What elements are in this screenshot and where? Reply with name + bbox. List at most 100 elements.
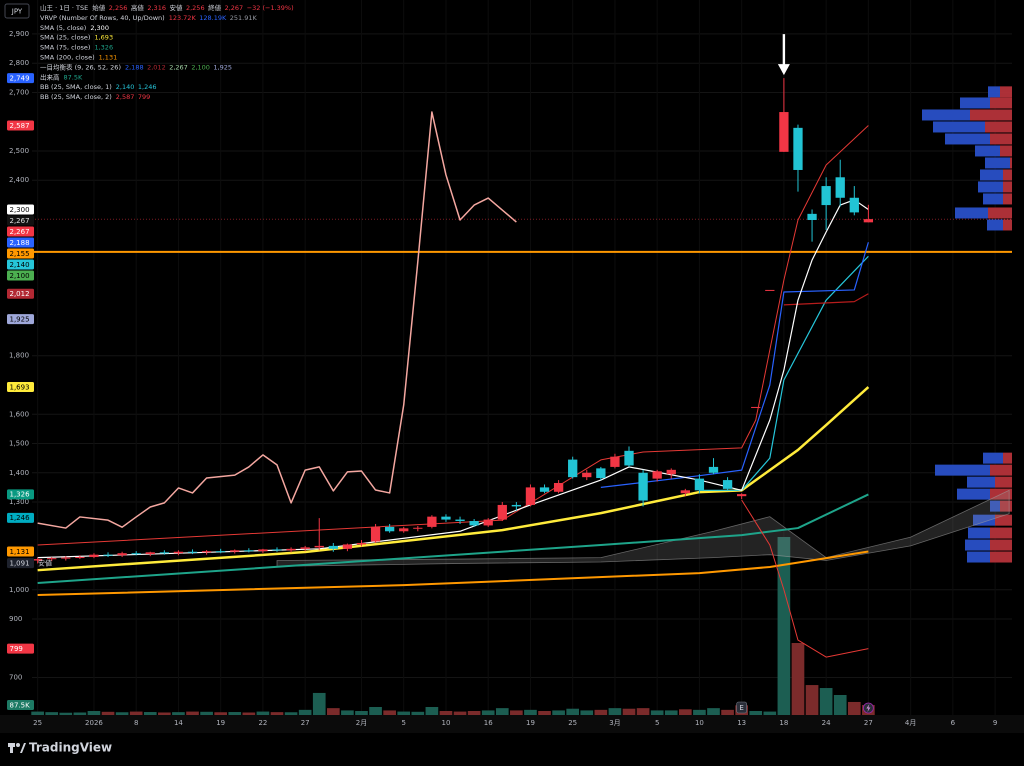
legend-title: BB (25, SMA, close, 1): [40, 83, 112, 91]
event-marker: [736, 701, 747, 714]
volume-bar: [693, 709, 706, 715]
candle-body: [216, 551, 226, 553]
currency-box[interactable]: [4, 3, 30, 19]
vrvp-down: [1003, 181, 1012, 193]
vrvp-down: [970, 109, 1012, 121]
vrvp-down: [990, 527, 1012, 539]
candle-body: [32, 559, 43, 561]
volume-bar: [73, 712, 87, 715]
volume-bar: [833, 695, 847, 715]
legend-title: 一目均衡表 (9, 26, 52, 26): [40, 62, 121, 71]
volume-bar: [481, 710, 495, 715]
y-tick-label: 1,000: [9, 586, 29, 594]
legend-value: 1,693: [94, 34, 113, 42]
candle-body: [61, 557, 71, 559]
x-axis-band: [0, 715, 1024, 733]
indicator-line: [37, 199, 869, 559]
legend-title: SMA (75, close): [40, 44, 90, 52]
price-badge: [7, 382, 34, 393]
volume-bar: [45, 712, 59, 715]
volume-bar: [538, 711, 551, 715]
candle-body: [187, 551, 198, 553]
x-tick-label: 19: [216, 719, 225, 727]
candle-body: [286, 548, 296, 551]
x-tick-label: 25: [33, 719, 42, 727]
candle-body: [666, 469, 676, 475]
candle-body: [596, 468, 606, 479]
price-badge-label: 2,188: [10, 239, 30, 247]
vrvp-down: [990, 97, 1012, 109]
candle-body: [568, 459, 578, 478]
volume-bar: [158, 712, 171, 715]
y-tick-label: 900: [9, 615, 22, 623]
legend: 山王 · 1日 · TSE 始値 2,256 高値 2,316 安値 2,256 終値 2,26…: [40, 3, 294, 101]
legend-value: 2,140: [116, 83, 135, 91]
volume-bar: [256, 711, 270, 715]
y-tick-label: 2,700: [9, 88, 29, 96]
candle-body: [258, 549, 268, 552]
candle-body: [173, 551, 184, 554]
y-tick-label: 1,800: [9, 352, 29, 360]
vrvp-up: [955, 207, 988, 219]
volume-bar: [59, 712, 73, 715]
candle-body: [159, 552, 170, 554]
volume-bar: [425, 707, 439, 715]
legend-value: 799: [138, 93, 150, 101]
volume-bar: [510, 710, 523, 715]
legend-value: 始値: [92, 3, 106, 12]
candle-body: [694, 478, 705, 491]
vrvp-up: [980, 169, 1003, 181]
volume-bar: [200, 711, 213, 715]
vrvp-down: [985, 121, 1012, 133]
legend-value: 2,256: [186, 4, 205, 12]
candle-body: [47, 558, 57, 560]
vrvp-up: [967, 476, 995, 488]
legend-value: 1,246: [138, 83, 157, 91]
legend-value: 1,326: [94, 44, 113, 52]
price-badge-label: 1,091: [10, 559, 30, 567]
y-tick-label: 1,400: [9, 469, 29, 477]
vrvp-up: [987, 219, 1003, 231]
candle-body: [131, 553, 141, 555]
candle-body: [751, 406, 761, 408]
x-tick-label: 14: [174, 719, 183, 727]
vrvp-down: [1003, 452, 1012, 464]
indicator-line: [741, 499, 869, 658]
volume-bar: [214, 712, 228, 715]
legend-value: 128.19K: [199, 14, 227, 22]
candle-body: [610, 456, 620, 467]
legend-value: 2,267: [225, 4, 244, 12]
legend-title: SMA (200, close): [40, 54, 95, 62]
volume-bar: [298, 709, 312, 715]
vrvp-down: [995, 476, 1012, 488]
x-tick-label: 3月: [609, 719, 620, 727]
price-badge-label: 2,749: [10, 74, 30, 82]
y-tick-label: 2,400: [9, 176, 29, 184]
x-tick-label: 8: [134, 719, 138, 727]
price-badge-label: 2,267: [10, 217, 30, 225]
candle-body: [103, 554, 113, 556]
volume-bar: [636, 708, 650, 715]
volume-bar: [115, 712, 129, 715]
price-badge: [7, 73, 34, 84]
price-badge: [7, 237, 34, 248]
candle-body: [483, 519, 493, 526]
indicator-line: [37, 550, 869, 597]
price-badge: [7, 512, 34, 523]
legend-value: 2,012: [147, 63, 166, 71]
vrvp-down: [995, 514, 1012, 526]
x-tick-label: 19: [526, 719, 535, 727]
legend-value: 終値: [208, 3, 222, 12]
legend-value: 安値: [169, 3, 183, 12]
legend-value: 2,100: [191, 63, 210, 71]
volume-bar: [242, 712, 256, 715]
volume-bar: [819, 688, 833, 715]
vrvp-down: [1000, 86, 1012, 98]
volume-layer: [31, 537, 875, 715]
candle-body: [793, 127, 803, 170]
y-tick-label: 2,900: [9, 30, 29, 38]
footer: [0, 733, 1024, 766]
price-badge: [7, 270, 34, 281]
volume-bar: [228, 712, 242, 715]
x-tick-label: 18: [779, 719, 788, 727]
